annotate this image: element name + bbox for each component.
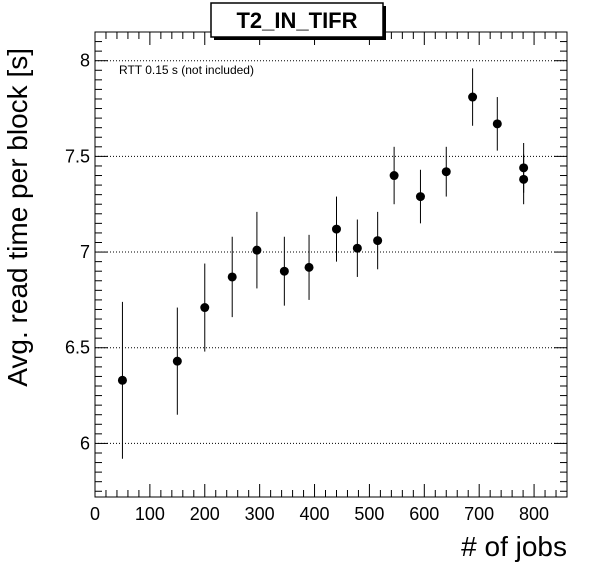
data-point [468, 92, 478, 102]
plot-frame [94, 31, 568, 498]
x-tick-labels: 0 100 200 300 400 500 600 700 800 [90, 504, 549, 524]
x-axis-title: # of jobs [461, 531, 567, 562]
chart-title: T2_IN_TIFR [236, 8, 357, 33]
x-tick-label: 700 [464, 504, 494, 524]
data-point [279, 266, 289, 276]
y-tick-label: 7 [80, 242, 90, 262]
x-tick-label: 500 [354, 504, 384, 524]
y-tick-labels: 6 6.5 7 7.5 8 [65, 51, 90, 454]
y-tick-label: 8 [80, 51, 90, 71]
data-point [415, 192, 425, 202]
data-point [117, 375, 127, 385]
y-tick-label: 7.5 [65, 146, 90, 166]
title-box: T2_IN_TIFR [210, 2, 386, 40]
data-points [117, 68, 529, 459]
data-point [200, 303, 210, 313]
y-tick-label: 6.5 [65, 338, 90, 358]
grid-lines [95, 60, 567, 444]
data-point [492, 119, 502, 129]
data-point [304, 262, 314, 272]
x-tick-label: 0 [90, 504, 100, 524]
data-point [389, 171, 399, 181]
data-point [227, 272, 237, 282]
data-point [373, 236, 383, 246]
y-tick-label: 6 [80, 433, 90, 453]
x-tick-label: 100 [135, 504, 165, 524]
title-box-border [210, 2, 384, 38]
data-point [519, 174, 529, 184]
data-point [441, 167, 451, 177]
annotation-text: RTT 0.15 s (not included) [119, 63, 254, 77]
data-point [252, 245, 262, 255]
x-tick-label: 300 [245, 504, 275, 524]
x-tick-label: 800 [519, 504, 549, 524]
x-tick-label: 600 [409, 504, 439, 524]
x-tick-label: 400 [300, 504, 330, 524]
axis-ticks [94, 31, 568, 497]
x-tick-label: 200 [190, 504, 220, 524]
data-point [331, 224, 341, 234]
data-point [352, 243, 362, 253]
data-point [172, 356, 182, 366]
y-axis-title: Avg. read time per block [s] [2, 48, 33, 387]
